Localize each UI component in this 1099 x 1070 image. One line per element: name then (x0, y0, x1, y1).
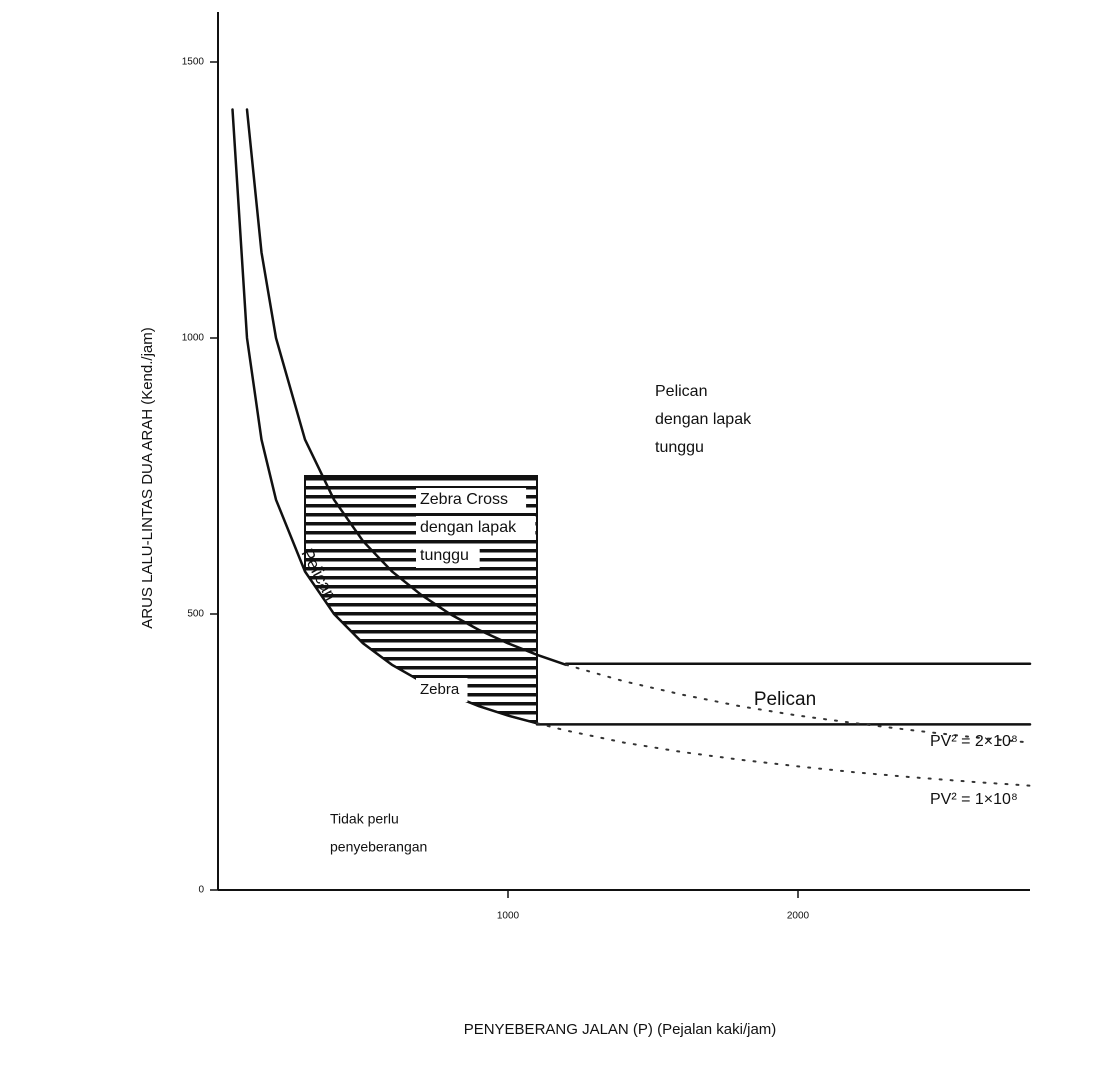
y-tick-label: 0 (198, 885, 204, 896)
y-tick-label: 500 (187, 609, 204, 620)
y-tick-label: 1000 (182, 333, 205, 344)
annotation: tunggu (420, 547, 469, 564)
annotation: dengan lapak (420, 519, 517, 536)
annotation: PV² = 2×10⁸ (930, 733, 1018, 750)
annotation: PV² = 1×10⁸ (930, 791, 1018, 808)
y-axis-label: ARUS LALU-LINTAS DUA ARAH (Kend./jam) (139, 327, 156, 628)
y-tick-label: 1500 (182, 57, 205, 68)
annotation: Pelican (655, 383, 707, 400)
x-tick-label: 2000 (787, 911, 810, 922)
x-tick-label: 1000 (497, 911, 520, 922)
annotation: tunggu (655, 439, 704, 456)
annotation: Zebra Cross (420, 491, 508, 508)
annotation: Tidak perlu (330, 811, 399, 827)
annotation: Pelican (754, 689, 816, 710)
annotation: dengan lapak (655, 411, 752, 428)
x-axis-label: PENYEBERANG JALAN (P) (Pejalan kaki/jam) (464, 1021, 777, 1038)
annotation: Zebra (420, 681, 460, 698)
annotation: penyeberangan (330, 839, 427, 855)
chart: PENYEBERANG JALAN (P) (Pejalan kaki/jam)… (0, 0, 1099, 1070)
